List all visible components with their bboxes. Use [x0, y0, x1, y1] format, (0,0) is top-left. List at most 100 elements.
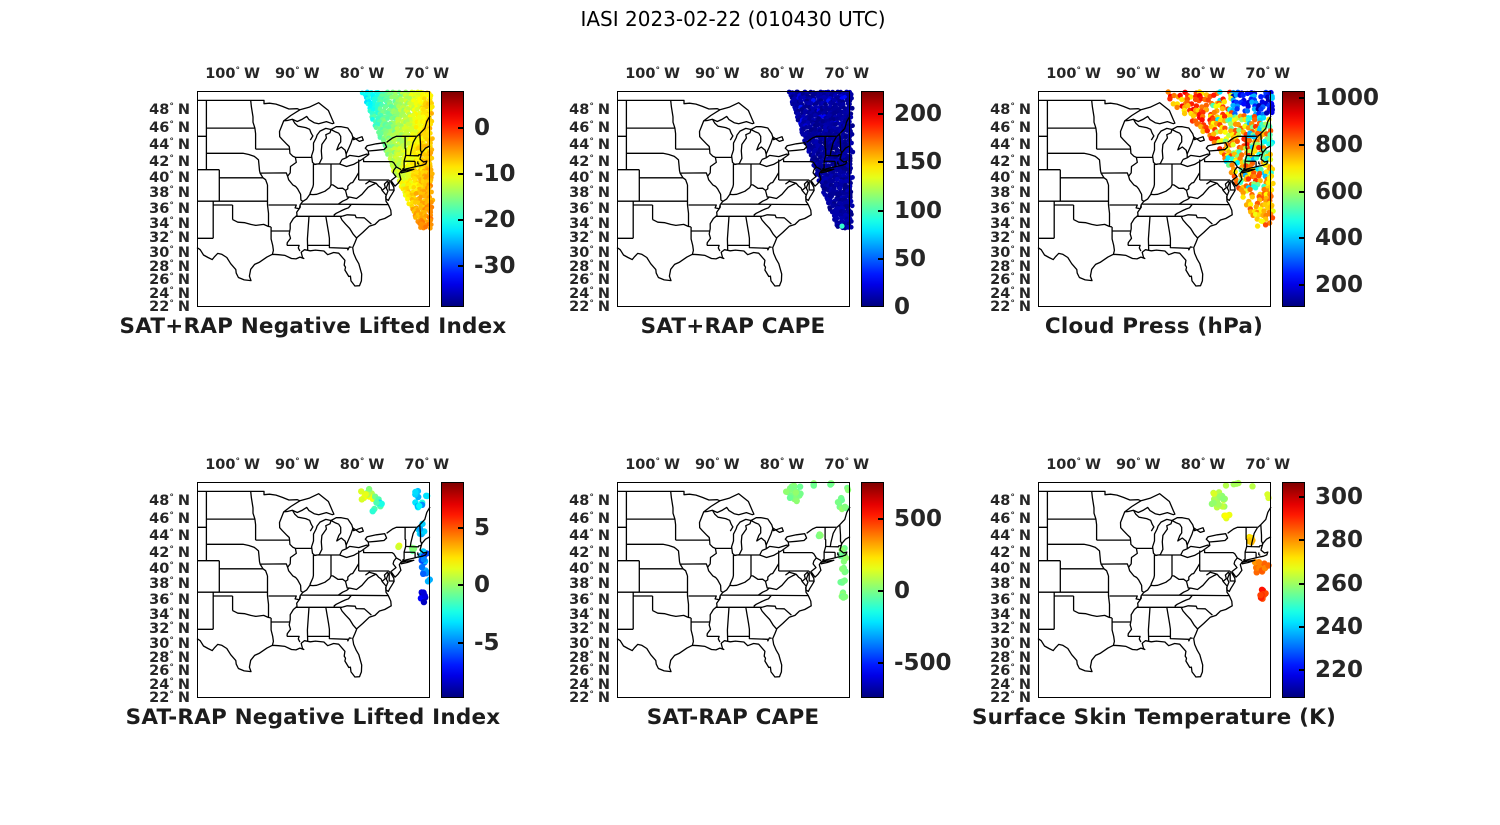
colorbar [441, 482, 464, 698]
lat-tick-label: 46° N [990, 510, 1031, 527]
lon-tick-label: 80° W [1180, 457, 1226, 473]
lat-tick-label: 46° N [990, 119, 1031, 136]
basemap-state-outlines [616, 490, 851, 678]
colorbar-tick-label: 220 [1315, 656, 1364, 683]
lat-tick-label: 40° N [149, 560, 190, 577]
map-frame [197, 482, 430, 698]
scatter-layer [358, 485, 433, 606]
lat-tick-label: 48° N [990, 492, 1031, 509]
lat-tick-label: 36° N [569, 591, 610, 608]
basemap-state-outlines [196, 99, 431, 287]
lat-tick-label: 36° N [990, 200, 1031, 217]
lon-tick-label: 70° W [1245, 66, 1291, 82]
colorbar-tick-label: 500 [894, 505, 943, 532]
lat-tick-label: 30° N [569, 244, 610, 261]
lat-tick-label: 42° N [149, 153, 190, 170]
lon-tick-label: 90° W [694, 66, 740, 82]
colorbar-tick-label: 100 [894, 197, 943, 224]
lat-tick-label: 48° N [149, 101, 190, 118]
lat-tick-label: 24° N [569, 676, 610, 693]
map-frame [1038, 91, 1271, 307]
colorbar [1282, 91, 1305, 307]
lat-tick-label: 46° N [149, 119, 190, 136]
map-panel-surface-skin-temperature [1037, 479, 1272, 698]
panel-cloud-press: Cloud Press (hPa) 100° W 90° W 80° W 70° W 48° N 4… [978, 46, 1398, 356]
colorbar-tick-label: 280 [1315, 527, 1364, 554]
lat-tick-label: 40° N [149, 169, 190, 186]
lat-tick-label: 28° N [149, 258, 190, 275]
colorbar-tick-mark [458, 172, 463, 175]
lat-tick-label: 40° N [990, 560, 1031, 577]
lat-tick-label: 26° N [569, 663, 610, 680]
panel-title: Cloud Press (hPa) [1044, 314, 1264, 339]
lat-tick-label: 44° N [990, 136, 1031, 153]
lat-tick-label: 44° N [569, 136, 610, 153]
lat-tick-label: 42° N [569, 153, 610, 170]
lat-tick-label: 22° N [990, 299, 1031, 315]
lat-tick-label: 24° N [149, 676, 190, 693]
lat-tick-label: 32° N [990, 230, 1031, 247]
lat-tick-label: 34° N [569, 606, 610, 623]
colorbar-tick-label: 150 [894, 149, 943, 176]
lat-tick-label: 36° N [149, 200, 190, 217]
colorbar-tick-label: 0 [894, 577, 911, 604]
lat-tick-label: 44° N [149, 527, 190, 544]
lon-tick-label: 80° W [339, 66, 385, 82]
lat-tick-label: 30° N [990, 635, 1031, 652]
lon-tick-label: 100° W [625, 66, 680, 82]
lat-tick-label: 22° N [990, 690, 1031, 706]
lat-tick-label: 44° N [569, 527, 610, 544]
lat-tick-label: 26° N [149, 272, 190, 289]
lat-tick-label: 30° N [149, 635, 190, 652]
colorbar-tick-label: 0 [474, 572, 491, 599]
lon-tick-label: 90° W [1115, 457, 1161, 473]
lat-tick-label: 34° N [990, 215, 1031, 232]
colorbar [441, 91, 464, 307]
lat-tick-label: 38° N [149, 185, 190, 202]
colorbar-tick-label: -20 [474, 206, 516, 233]
colorbar-tick-mark [1299, 496, 1304, 499]
colorbar-tick-label: 200 [1315, 272, 1364, 299]
basemap-state-outlines [196, 490, 431, 678]
lat-tick-label: 28° N [990, 258, 1031, 275]
colorbar-tick-mark [1299, 190, 1304, 193]
colorbar [1282, 482, 1305, 698]
lat-tick-label: 36° N [149, 591, 190, 608]
colorbar-tick-label: 1000 [1315, 85, 1380, 112]
colorbar-tick-mark [878, 161, 883, 164]
lon-tick-label: 100° W [625, 457, 680, 473]
lat-tick-label: 28° N [569, 649, 610, 666]
lat-tick-label: 26° N [990, 663, 1031, 680]
map-frame [617, 91, 850, 307]
scatter-layer [786, 89, 856, 231]
lat-tick-label: 42° N [990, 544, 1031, 561]
lon-tick-label: 70° W [404, 457, 450, 473]
colorbar [861, 91, 884, 307]
lat-tick-label: 36° N [569, 200, 610, 217]
colorbar-tick-label: -30 [474, 252, 516, 279]
lon-tick-label: 90° W [274, 66, 320, 82]
map-panel-sat-minus-rap-negative-lifted-index [196, 482, 433, 698]
colorbar-tick-label: 600 [1315, 178, 1364, 205]
map-panel-sat-plus-rap-cape [616, 89, 856, 307]
lat-tick-label: 32° N [149, 621, 190, 638]
colorbar-tick-label: 800 [1315, 131, 1364, 158]
lat-tick-label: 26° N [149, 663, 190, 680]
lat-tick-label: 48° N [990, 101, 1031, 118]
lat-tick-label: 42° N [569, 544, 610, 561]
lon-tick-label: 70° W [404, 66, 450, 82]
lon-tick-label: 80° W [759, 66, 805, 82]
panel-title: SAT-RAP CAPE [646, 705, 820, 730]
lat-tick-label: 48° N [569, 101, 610, 118]
lat-tick-label: 30° N [149, 244, 190, 261]
lat-tick-label: 26° N [569, 272, 610, 289]
colorbar-tick-mark [458, 641, 463, 644]
scatter-layer [783, 480, 852, 601]
lat-tick-label: 30° N [569, 635, 610, 652]
colorbar-tick-label: 260 [1315, 570, 1364, 597]
colorbar [861, 482, 884, 698]
lat-tick-label: 40° N [569, 169, 610, 186]
lat-tick-label: 24° N [990, 285, 1031, 302]
lat-tick-label: 48° N [569, 492, 610, 509]
